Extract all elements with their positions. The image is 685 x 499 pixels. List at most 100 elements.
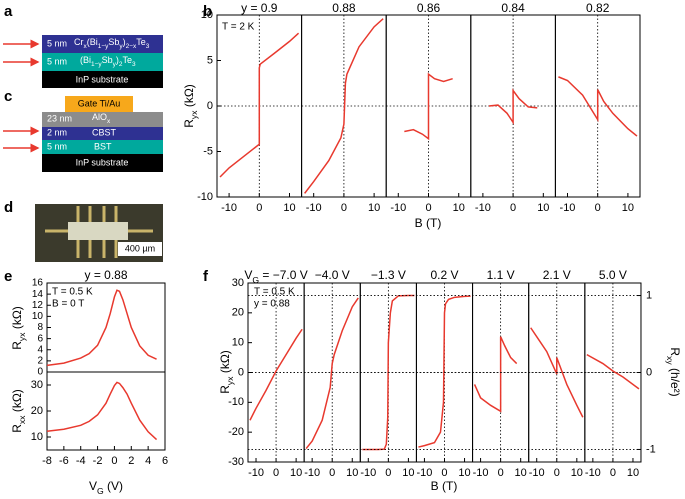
x-tick-label: 2 — [128, 455, 134, 467]
text-part: y — [113, 61, 117, 68]
text-part: V — [89, 479, 97, 493]
x-tick-label: -10 — [390, 202, 406, 214]
y-tick-label: 0 — [207, 100, 213, 112]
data-line — [488, 88, 538, 125]
x-tick-label: -10 — [560, 202, 576, 214]
x-tick-label: 0 — [329, 467, 335, 479]
text-part: AlO — [92, 112, 107, 122]
data-line — [46, 289, 157, 367]
subplot-title: VG = −7.0 V — [244, 268, 307, 285]
x-axis-label: B (T) — [415, 216, 442, 230]
data-line — [530, 327, 584, 418]
x-tick-label: 10 — [458, 467, 470, 479]
plot-frame — [46, 371, 166, 451]
y-tick-label: 30 — [232, 277, 244, 289]
x-tick-label: -10 — [475, 202, 491, 214]
hall-bar — [68, 222, 128, 240]
text-part: (Bi — [87, 37, 98, 47]
y-axis-label: Rxx (kΩ) — [10, 389, 27, 433]
subplot-title: 0.84 — [501, 1, 525, 15]
x-tick-label: -10 — [248, 467, 264, 479]
layer — [42, 53, 163, 71]
layer-material: Crx(Bi1−ySby)2−xTe3 — [74, 37, 150, 50]
text-part: Sb — [102, 55, 113, 65]
gate-label: Gate Ti/Au — [78, 98, 121, 108]
layer-material: (Bi1−ySby)2Te3 — [80, 55, 136, 68]
text-part: Te — [136, 37, 146, 47]
x-tick-label: 0 — [425, 202, 431, 214]
y-tick-label: 0 — [238, 366, 244, 378]
text-part: ) — [123, 37, 126, 47]
x-tick-label: -10 — [221, 202, 237, 214]
x-tick-label: 0 — [498, 467, 504, 479]
subplot-title: y = 0.88 — [84, 268, 127, 282]
text-part: 3 — [146, 43, 150, 50]
y-tick-label: 20 — [232, 307, 244, 319]
text-part: y — [119, 43, 123, 50]
x-tick-label: 10 — [571, 467, 583, 479]
text-part: (kΩ) — [10, 306, 24, 332]
text-part: xy — [665, 356, 675, 365]
x-tick-label: 0 — [385, 467, 391, 479]
subplot-title: 0.86 — [417, 1, 441, 15]
annotation: T = 0.5 K — [254, 287, 295, 298]
text-part: G — [97, 486, 104, 496]
x-tick-label: 10 — [290, 467, 302, 479]
text-part: 1−y — [98, 43, 109, 50]
y-axis-label: Ryx (kΩ) — [182, 84, 199, 128]
subplot-title: −4.0 V — [315, 268, 350, 282]
y-tick-label: 16 — [32, 278, 44, 289]
layer-material: AlOx — [92, 112, 111, 125]
x-tick-label: 10 — [283, 202, 295, 214]
y-tick-label: 6 — [37, 333, 43, 344]
y-tick-label: 20 — [31, 405, 43, 417]
x-tick-label: 10 — [537, 202, 549, 214]
text-part: R — [10, 424, 24, 433]
text-part: (V) — [104, 479, 123, 493]
subplot-title: 2.1 V — [543, 268, 571, 282]
layer — [42, 154, 163, 172]
y-tick-label: 10 — [232, 337, 244, 349]
y2-tick-label: -1 — [646, 443, 656, 455]
text-part: (Bi — [80, 55, 91, 65]
subplot-title: 1.1 V — [487, 268, 515, 282]
text-part: Cr — [74, 37, 84, 47]
data-line — [558, 76, 638, 137]
x-tick-label: -10 — [306, 202, 322, 214]
text-part: = −7.0 V — [259, 268, 308, 282]
layer — [42, 71, 163, 88]
data-line — [219, 32, 300, 178]
layer — [42, 140, 163, 154]
text-part: x — [107, 118, 111, 125]
data-line — [305, 297, 359, 450]
text-part: (kΩ) — [182, 84, 196, 110]
text-part: Te — [122, 55, 132, 65]
annotation: B = 0 T — [52, 299, 84, 310]
layer-thickness: 5 nm — [47, 38, 67, 48]
y-tick-label: 30 — [31, 379, 43, 391]
text-part: R — [218, 385, 232, 394]
y-tick-label: -20 — [228, 426, 244, 438]
x-tick-label: 0 — [441, 467, 447, 479]
data-line — [404, 72, 453, 141]
subplot-title: 5.0 V — [599, 268, 627, 282]
scale-bar-label: 400 µm — [125, 243, 155, 253]
x-tick-label: 0 — [554, 467, 560, 479]
y2-tick-label: 0 — [646, 366, 652, 378]
layer-thickness: 23 nm — [47, 113, 72, 123]
y-tick-label: 2 — [37, 356, 43, 367]
x-tick-label: 0 — [595, 202, 601, 214]
x-tick-label: -10 — [585, 467, 601, 479]
layer-material: BST — [94, 141, 112, 151]
subplot-title: y = 0.9 — [241, 1, 278, 15]
x-tick-label: 0 — [510, 202, 516, 214]
layer-thickness: 2 nm — [47, 127, 67, 137]
x-axis-label: VG (V) — [89, 479, 123, 496]
y2-tick-label: 1 — [646, 289, 652, 301]
text-part: (kΩ) — [10, 389, 24, 415]
x-tick-label: 10 — [453, 202, 465, 214]
text-part: V — [244, 268, 252, 282]
x-tick-label: 0 — [273, 467, 279, 479]
text-part: (kΩ) — [218, 350, 232, 376]
text-part: x — [84, 43, 88, 50]
